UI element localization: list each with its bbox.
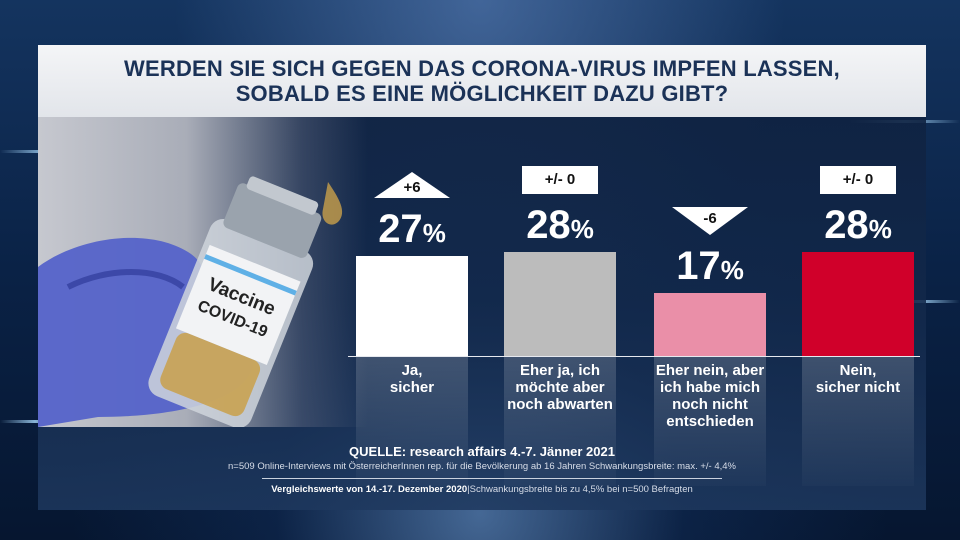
bar [504, 252, 616, 356]
title-line-2: SOBALD ES EINE MÖGLICHKEIT DAZU GIBT? [235, 81, 729, 106]
change-label: +6 [403, 178, 421, 196]
category-backdrop [802, 356, 914, 486]
category-backdrop [356, 356, 468, 486]
value-label: 28% [526, 203, 594, 247]
category-backdrop [654, 356, 766, 486]
comparison-detail: |Schwankungsbreite bis zu 4,5% bei n=500… [467, 484, 693, 495]
bar [802, 252, 914, 356]
bar [356, 255, 468, 356]
footer-divider [262, 478, 722, 479]
change-label: +/- 0 [820, 166, 896, 194]
chart-title: WERDEN SIE SICH GEGEN DAS CORONA-VIRUS I… [38, 56, 926, 106]
vaccine-photo: Vaccine COVID-19 [38, 117, 368, 427]
sample-note: n=509 Online-Interviews mit Österreicher… [228, 461, 736, 472]
bar [654, 292, 766, 356]
category-label: Eher ja, ich möchte aber noch abwarten [507, 362, 613, 413]
source-text: QUELLE: research affairs 4.-7. Jänner 20… [349, 444, 615, 459]
comparison-date: Vergleichswerte von 14.-17. Dezember 202… [271, 484, 468, 495]
value-label: 28% [824, 203, 892, 247]
chart-baseline [348, 356, 920, 357]
change-label: -6 [703, 209, 717, 227]
value-label: 27% [378, 206, 446, 251]
category-label: Eher nein, aber ich habe mich noch nicht en… [655, 362, 765, 430]
title-band [38, 45, 926, 117]
category-label: Nein, sicher nicht [815, 362, 901, 396]
change-down-arrow-icon [672, 206, 748, 235]
light-streak [0, 420, 70, 423]
comparison-note: Vergleichswerte von 14.-17. Dezember 202… [38, 484, 926, 495]
value-label: 17% [676, 243, 744, 288]
category-backdrop [504, 356, 616, 486]
title-line-1: WERDEN SIE SICH GEGEN DAS CORONA-VIRUS I… [124, 56, 840, 81]
change-up-arrow-icon [374, 171, 450, 198]
change-label: +/- 0 [522, 166, 598, 194]
category-label: Ja, sicher [389, 362, 435, 396]
